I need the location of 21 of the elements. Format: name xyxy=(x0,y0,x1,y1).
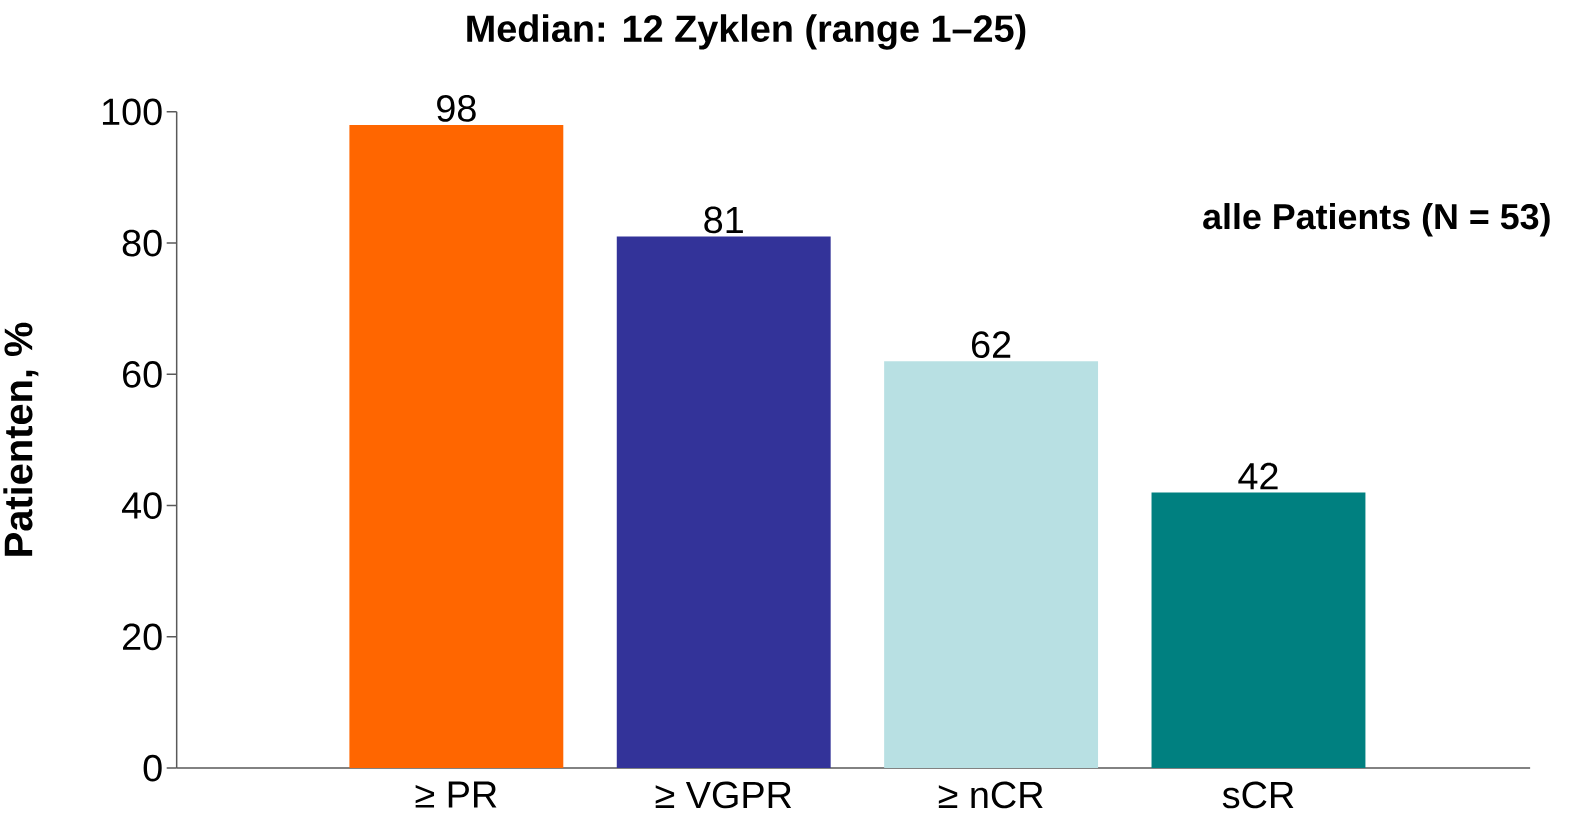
chart-title: Median: 12 Zyklen (range 1–25) xyxy=(467,14,1026,50)
annotation: alle Patients (N = 53) xyxy=(1203,203,1550,237)
y-tick-label: 60 xyxy=(123,360,162,388)
data-label: 98 xyxy=(437,95,476,122)
y-tick-label: 40 xyxy=(121,492,162,519)
y-tick-label: 80 xyxy=(122,229,162,257)
y-tick-label: 0 xyxy=(143,754,162,782)
y-axis-title: Patienten, % xyxy=(3,322,39,556)
bar xyxy=(349,124,564,769)
bar xyxy=(1151,492,1366,769)
x-tick-label: ≥ nCR xyxy=(938,781,1043,809)
y-tick-label: 20 xyxy=(123,623,162,651)
y-tick-label: 100 xyxy=(102,98,162,126)
data-label: 62 xyxy=(971,331,1011,359)
x-tick-label: ≥ VGPR xyxy=(655,781,792,809)
x-tick-label: sCR xyxy=(1222,781,1294,809)
data-label: 42 xyxy=(1238,462,1278,490)
data-label: 81 xyxy=(704,206,743,234)
bar xyxy=(616,236,831,769)
x-tick-label: ≥ PR xyxy=(415,781,497,808)
bar xyxy=(884,361,1099,769)
